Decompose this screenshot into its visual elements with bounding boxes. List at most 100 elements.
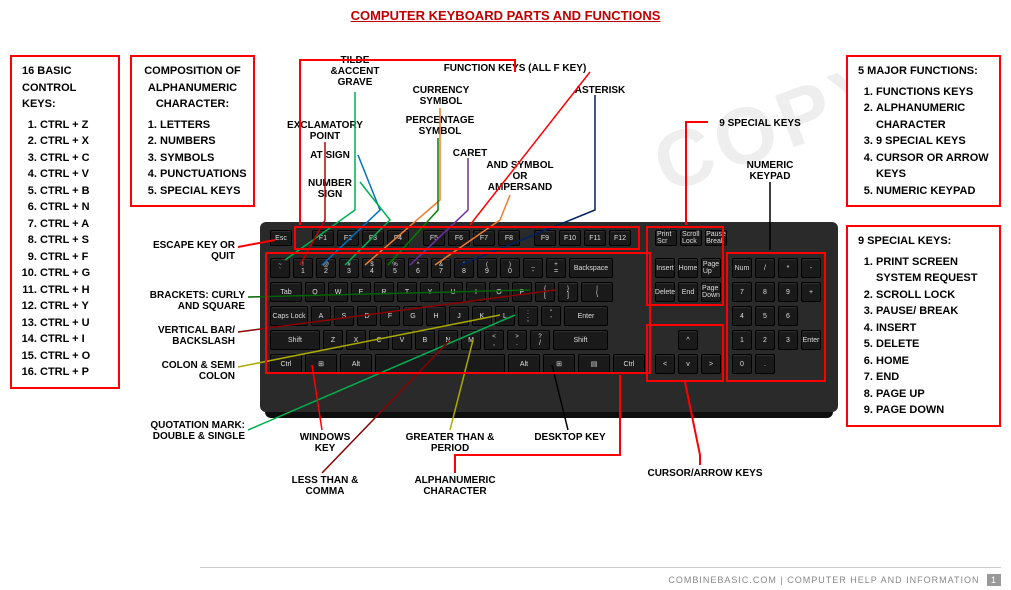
list-item: CTRL + S: [40, 232, 108, 249]
list-item: PUNCTUATIONS: [160, 166, 243, 183]
keyboard-key: F3: [362, 230, 384, 246]
keyboard-key: F: [380, 306, 400, 326]
footer-line: [200, 567, 1001, 568]
keyboard-key: %5: [385, 258, 405, 278]
keyboard-key: G: [403, 306, 423, 326]
box-major-functions: 5 MAJOR FUNCTIONS: FUNCTIONS KEYSALPHANU…: [846, 55, 1001, 207]
keyboard-key: F11: [584, 230, 606, 246]
keyboard-key: I: [466, 282, 486, 302]
label-tilde: TILDE &ACCENT GRAVE: [325, 55, 385, 88]
footer-text: COMPUTER HELP AND INFORMATION: [787, 575, 979, 585]
list-item: CTRL + N: [40, 199, 108, 216]
keyboard-key: ⊞: [543, 354, 575, 374]
label-9-special: 9 SPECIAL KEYS: [710, 118, 810, 129]
list-item: CTRL + Y: [40, 298, 108, 315]
list-item: CTRL + O: [40, 348, 108, 365]
list-item: CURSOR OR ARROW KEYS: [876, 150, 989, 183]
keyboard-key: F6: [448, 230, 470, 246]
box-title: 5 MAJOR FUNCTIONS:: [858, 63, 989, 80]
box-control-keys: 16 BASIC CONTROL KEYS: CTRL + ZCTRL + XC…: [10, 55, 120, 389]
composition-list: LETTERSNUMBERSSYMBOLSPUNCTUATIONSSPECIAL…: [160, 117, 243, 200]
box-title: 16 BASIC CONTROL KEYS:: [22, 63, 108, 113]
label-escape: ESCAPE KEY OR QUIT: [135, 240, 235, 262]
footer-page: 1: [987, 574, 1001, 586]
keyboard-key: Z: [323, 330, 343, 350]
keyboard-key: Alt: [340, 354, 372, 374]
keyboard-key: "': [541, 306, 561, 326]
keyboard-key: C: [369, 330, 389, 350]
list-item: PAGE UP: [876, 386, 989, 403]
list-item: CTRL + P: [40, 364, 108, 381]
keyboard-key: F2: [337, 230, 359, 246]
label-function-keys: FUNCTION KEYS (ALL F KEY): [440, 63, 590, 74]
footer-sep: |: [780, 575, 783, 585]
keyboard-key: Enter: [801, 330, 821, 350]
control-keys-list: CTRL + ZCTRL + XCTRL + CCTRL + VCTRL + B…: [40, 117, 108, 381]
keyboard-key: &7: [431, 258, 451, 278]
bottom-row: Ctrl⊞AltAlt⊞▤Ctrl: [270, 354, 645, 374]
keyboard-key: 6: [778, 306, 798, 326]
label-number-sign: NUMBER SIGN: [300, 178, 360, 200]
list-item: HOME: [876, 353, 989, 370]
keyboard-key: Page Up: [701, 258, 721, 278]
qwerty-row: TabQWERTYUIOP{[}]|\: [270, 282, 613, 302]
keyboard-key: L: [495, 306, 515, 326]
box-title: 9 SPECIAL KEYS:: [858, 233, 989, 250]
keyboard-key: Y: [420, 282, 440, 302]
list-item: PRINT SCREEN SYSTEM REQUEST: [876, 254, 989, 287]
home-row: Caps LockASDFGHJKL:;"'Enter: [270, 306, 608, 326]
keyboard-key: F5: [423, 230, 445, 246]
keyboard-key: Page Down: [701, 282, 721, 302]
nav-row-1: Print ScrScroll LockPause Break: [655, 230, 727, 246]
list-item: CTRL + X: [40, 133, 108, 150]
list-item: CTRL + V: [40, 166, 108, 183]
keyboard-key: U: [443, 282, 463, 302]
keyboard-key: Scroll Lock: [680, 230, 702, 246]
keyboard-key: Q: [305, 282, 325, 302]
box-special-keys: 9 SPECIAL KEYS: PRINT SCREEN SYSTEM REQU…: [846, 225, 1001, 427]
keyboard-key: Num: [732, 258, 752, 278]
keyboard-key: Home: [678, 258, 698, 278]
box-composition: COMPOSITION OF ALPHANUMERIC CHARACTER: L…: [130, 55, 255, 207]
keyboard-key: M: [461, 330, 481, 350]
keyboard-key: ▤: [578, 354, 610, 374]
arrow-left-key: <: [655, 354, 675, 374]
box-title: COMPOSITION OF ALPHANUMERIC CHARACTER:: [142, 63, 243, 113]
keyboard-key: W: [328, 282, 348, 302]
keyboard-key: )0: [500, 258, 520, 278]
label-quotation: QUOTATION MARK: DOUBLE & SINGLE: [115, 420, 245, 442]
keyboard-key: <,: [484, 330, 504, 350]
keyboard-key: Esc: [270, 230, 292, 246]
number-row: ~`!1@2#3$4%5^6&7*8(9)0_-+=Backspace: [270, 258, 613, 278]
label-alphanumeric: ALPHANUMERIC CHARACTER: [405, 475, 505, 497]
keyboard-key: S: [334, 306, 354, 326]
keyboard-key: Pause Break: [705, 230, 727, 246]
label-numeric-keypad: NUMERIC KEYPAD: [735, 160, 805, 182]
keyboard-key: Alt: [508, 354, 540, 374]
list-item: CTRL + U: [40, 315, 108, 332]
keyboard-key: 2: [755, 330, 775, 350]
keyboard-key: F8: [498, 230, 520, 246]
label-percentage: PERCENTAGE SYMBOL: [400, 115, 480, 137]
keyboard-key: Backspace: [569, 258, 613, 278]
keyboard-key: Insert: [655, 258, 675, 278]
list-item: END: [876, 369, 989, 386]
keyboard-key: E: [351, 282, 371, 302]
keyboard-key: }]: [558, 282, 578, 302]
list-item: CTRL + B: [40, 183, 108, 200]
list-item: CTRL + I: [40, 331, 108, 348]
keyboard-key: F4: [387, 230, 409, 246]
keyboard-key: Shift: [553, 330, 608, 350]
footer: COMBINEBASIC.COM | COMPUTER HELP AND INF…: [668, 575, 1001, 585]
keyboard-key: F9: [534, 230, 556, 246]
keyboard-key: *8: [454, 258, 474, 278]
keyboard: EscF1F2F3F4F5F6F7F8F9F10F11F12 Print Scr…: [260, 222, 838, 412]
keyboard-key: ^6: [408, 258, 428, 278]
keyboard-key: O: [489, 282, 509, 302]
list-item: CTRL + Z: [40, 117, 108, 134]
list-item: CTRL + G: [40, 265, 108, 282]
nav-row-2: InsertHomePage Up: [655, 258, 721, 278]
list-item: SCROLL LOCK: [876, 287, 989, 304]
keyboard-key: 4: [732, 306, 752, 326]
label-windows: WINDOWS KEY: [290, 432, 360, 454]
